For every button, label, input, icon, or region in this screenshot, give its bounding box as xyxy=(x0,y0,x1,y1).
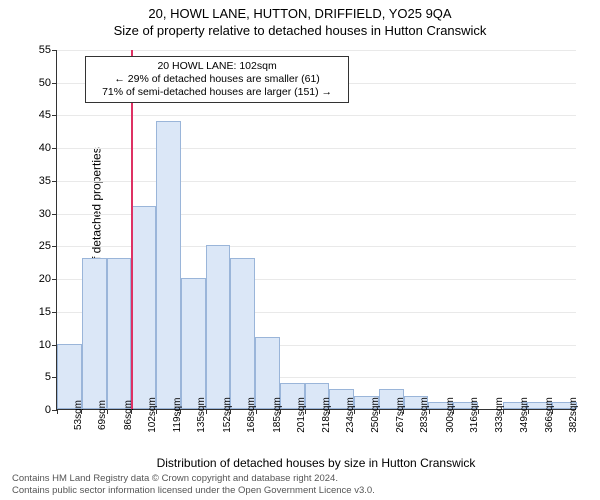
histogram-bar xyxy=(107,258,132,409)
ytick-mark xyxy=(52,83,57,84)
xtick-label: 53sqm xyxy=(57,400,84,430)
xtick-label: 185sqm xyxy=(256,397,283,433)
ytick-label: 50 xyxy=(39,77,51,89)
annotation-line-3: 71% of semi-detached houses are larger (… xyxy=(92,86,342,99)
histogram-bar xyxy=(181,278,206,409)
xtick-label: 382sqm xyxy=(552,397,579,433)
ytick-mark xyxy=(52,50,57,51)
x-axis-label: Distribution of detached houses by size … xyxy=(56,456,576,470)
ytick-mark xyxy=(52,115,57,116)
xtick-label: 102sqm xyxy=(131,397,158,433)
ytick-mark xyxy=(52,148,57,149)
ytick-label: 5 xyxy=(45,371,51,383)
xtick-label: 201sqm xyxy=(280,397,307,433)
property-marker-line xyxy=(131,50,133,409)
histogram-bar xyxy=(131,206,156,409)
xtick-label: 316sqm xyxy=(453,397,480,433)
gridline-h xyxy=(57,181,576,182)
gridline-h xyxy=(57,115,576,116)
xtick-label: 168sqm xyxy=(230,397,257,433)
ytick-label: 10 xyxy=(39,339,51,351)
histogram-plot: 051015202530354045505553sqm69sqm86sqm102… xyxy=(56,50,576,410)
ytick-label: 20 xyxy=(39,273,51,285)
ytick-label: 40 xyxy=(39,142,51,154)
ytick-mark xyxy=(52,246,57,247)
histogram-bar xyxy=(156,121,181,409)
gridline-h xyxy=(57,50,576,51)
histogram-bar xyxy=(206,245,231,409)
ytick-label: 55 xyxy=(39,44,51,56)
ytick-mark xyxy=(52,279,57,280)
xtick-label: 135sqm xyxy=(180,397,207,433)
ytick-label: 25 xyxy=(39,240,51,252)
ytick-label: 45 xyxy=(39,109,51,121)
xtick-label: 86sqm xyxy=(107,400,134,430)
page-subtitle: Size of property relative to detached ho… xyxy=(0,21,600,38)
xtick-label: 250sqm xyxy=(354,397,381,433)
xtick-label: 152sqm xyxy=(206,397,233,433)
gridline-h xyxy=(57,148,576,149)
histogram-bar xyxy=(82,258,107,409)
xtick-label: 349sqm xyxy=(503,397,530,433)
xtick-label: 300sqm xyxy=(429,397,456,433)
attribution-footer: Contains HM Land Registry data © Crown c… xyxy=(12,473,375,496)
footer-line-1: Contains HM Land Registry data © Crown c… xyxy=(12,473,375,484)
ytick-mark xyxy=(52,214,57,215)
xtick-label: 283sqm xyxy=(403,397,430,433)
annotation-line-1: 20 HOWL LANE: 102sqm xyxy=(92,60,342,73)
ytick-label: 35 xyxy=(39,175,51,187)
footer-line-2: Contains public sector information licen… xyxy=(12,485,375,496)
y-axis-label-wrap: Number of detached properties xyxy=(14,50,26,410)
xtick-label: 333sqm xyxy=(478,397,505,433)
ytick-label: 0 xyxy=(45,404,51,416)
ytick-label: 30 xyxy=(39,208,51,220)
page-title: 20, HOWL LANE, HUTTON, DRIFFIELD, YO25 9… xyxy=(0,0,600,21)
xtick-label: 234sqm xyxy=(329,397,356,433)
histogram-bar xyxy=(230,258,255,409)
annotation-line-2: ← 29% of detached houses are smaller (61… xyxy=(92,73,342,86)
annotation-box: 20 HOWL LANE: 102sqm← 29% of detached ho… xyxy=(85,56,349,103)
ytick-mark xyxy=(52,181,57,182)
ytick-label: 15 xyxy=(39,306,51,318)
xtick-label: 69sqm xyxy=(81,400,108,430)
ytick-mark xyxy=(52,312,57,313)
